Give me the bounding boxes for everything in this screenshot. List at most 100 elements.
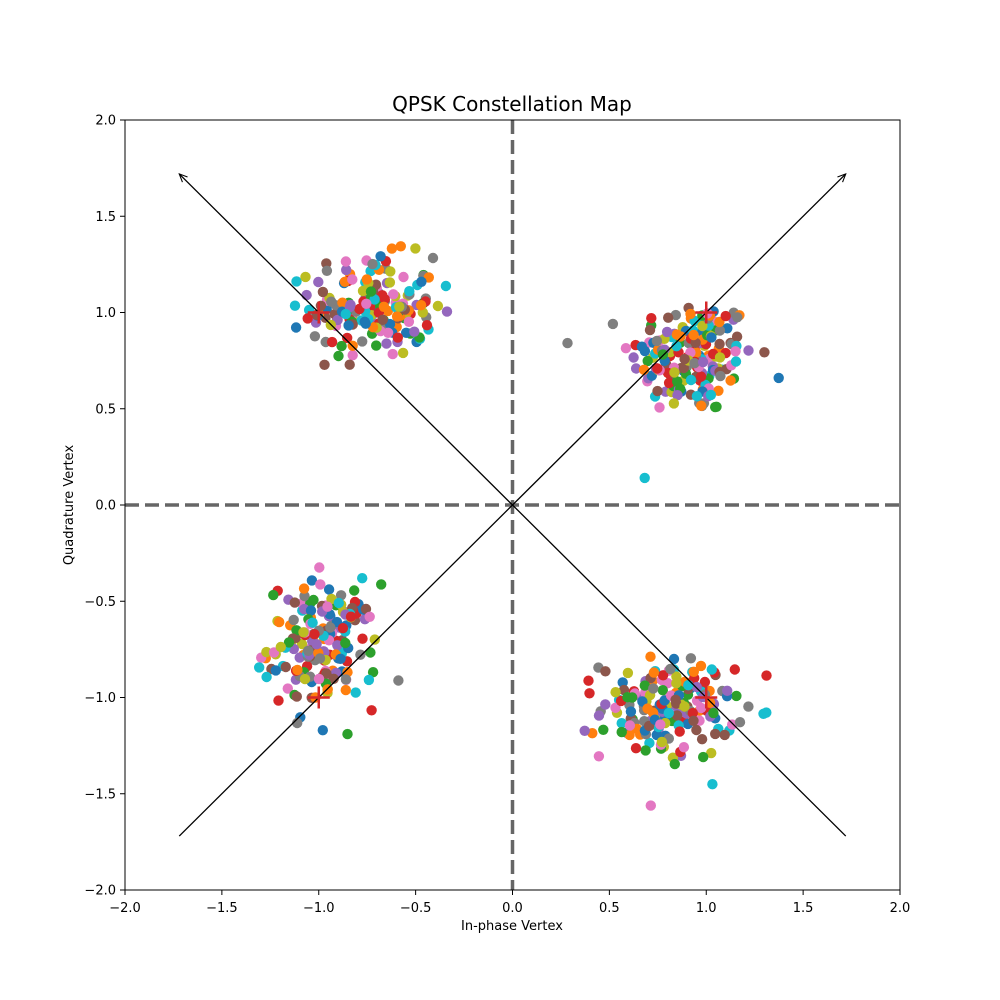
scatter-point (583, 675, 594, 686)
scatter-point (382, 327, 394, 338)
scatter-point (321, 265, 333, 276)
scatter-point (361, 298, 372, 309)
scatter-point (302, 313, 313, 324)
scatter-point (300, 271, 311, 283)
scatter-point (669, 758, 680, 770)
scatter-point (381, 338, 392, 349)
scatter-point (321, 668, 332, 679)
scatter-point (648, 683, 659, 694)
scatter-point (628, 352, 639, 363)
scatter-point (363, 674, 375, 686)
scatter-point (706, 747, 717, 759)
scatter-point (730, 346, 741, 357)
scatter-point (314, 653, 326, 664)
scatter-point (720, 310, 731, 322)
scatter-point (688, 329, 699, 341)
x-tick-label: −1.5 (206, 901, 238, 916)
scatter-point (388, 289, 399, 300)
scatter-point (730, 356, 742, 367)
scatter-point (696, 734, 708, 745)
scatter-point (630, 363, 642, 374)
scatter-point (620, 343, 632, 354)
scatter-point (298, 627, 309, 638)
scatter-point (342, 728, 353, 740)
scatter-point (427, 252, 439, 264)
scatter-point (671, 678, 682, 689)
y-tick-label: −1.5 (84, 787, 116, 802)
scatter-point (421, 320, 433, 331)
scatter-point (646, 313, 657, 324)
scatter-point (336, 340, 347, 352)
scatter-point (685, 308, 696, 320)
plot-area: −2.0 −1.5 −1.0 −0.5 0.0 0.5 1.0 1.5 2.0 −2.0 −1.5 −… (84, 114, 910, 917)
scatter-point (593, 751, 605, 762)
scatter-point (729, 664, 740, 675)
scatter-point (668, 653, 680, 665)
scatter-point (282, 683, 293, 694)
scatter-point (283, 637, 295, 648)
scatter-point (657, 349, 669, 360)
scatter-point (361, 274, 372, 285)
scatter-point (367, 667, 379, 678)
scatter-point (661, 326, 673, 338)
scatter-point (349, 585, 360, 596)
scatter-point (610, 702, 621, 713)
scatter-point (642, 355, 653, 367)
scatter-point (663, 377, 675, 389)
scatter-point (306, 575, 318, 586)
scatter-point (298, 583, 310, 594)
scatter-point (326, 296, 337, 307)
plot-content (125, 120, 900, 890)
scatter-point (685, 374, 697, 386)
scatter-point (323, 584, 335, 595)
scatter-point (315, 579, 326, 590)
scatter-point (340, 256, 352, 267)
scatter-point (384, 277, 396, 288)
scatter-point (743, 345, 754, 356)
scatter-point (725, 375, 736, 386)
scatter-point (668, 398, 680, 409)
scatter-point (630, 743, 642, 754)
scatter-point (714, 338, 725, 350)
scatter-point (657, 685, 668, 696)
scatter-point (347, 350, 358, 361)
scatter-point (731, 690, 742, 702)
x-axis-label: In-phase Vertex (461, 919, 563, 934)
scatter-point (375, 251, 386, 262)
scatter-point (685, 653, 697, 664)
scatter-point (322, 601, 333, 612)
scatter-point (645, 800, 656, 811)
scatter-point (365, 647, 376, 658)
scatter-point (562, 337, 573, 349)
scatter-point (333, 597, 344, 609)
scatter-point (440, 280, 452, 292)
scatter-point (288, 614, 299, 626)
scatter-point (291, 691, 302, 702)
scatter-point (387, 348, 398, 360)
scatter-point (376, 579, 387, 590)
scatter-point (695, 660, 707, 672)
scatter-point (705, 389, 717, 401)
scatter-point (708, 707, 719, 719)
scatter-point (403, 316, 415, 327)
scatter-point (357, 285, 369, 297)
scatter-point (292, 717, 303, 729)
scatter-point (307, 617, 318, 628)
scatter-point (759, 347, 770, 358)
scatter-point (335, 653, 346, 664)
scatter-point (357, 336, 368, 347)
scatter-point (261, 671, 272, 683)
scatter-point (655, 719, 666, 730)
scatter-point (364, 611, 375, 622)
scatter-point (758, 708, 769, 719)
scatter-point (292, 664, 303, 676)
scatter-point (707, 779, 718, 790)
scatter-point (663, 312, 674, 323)
x-tick-label: −0.5 (400, 901, 432, 916)
scatter-point (648, 667, 660, 678)
scatter-point (699, 676, 711, 688)
scatter-point (313, 673, 325, 685)
scatter-point (340, 308, 351, 320)
scatter-point (343, 320, 354, 331)
